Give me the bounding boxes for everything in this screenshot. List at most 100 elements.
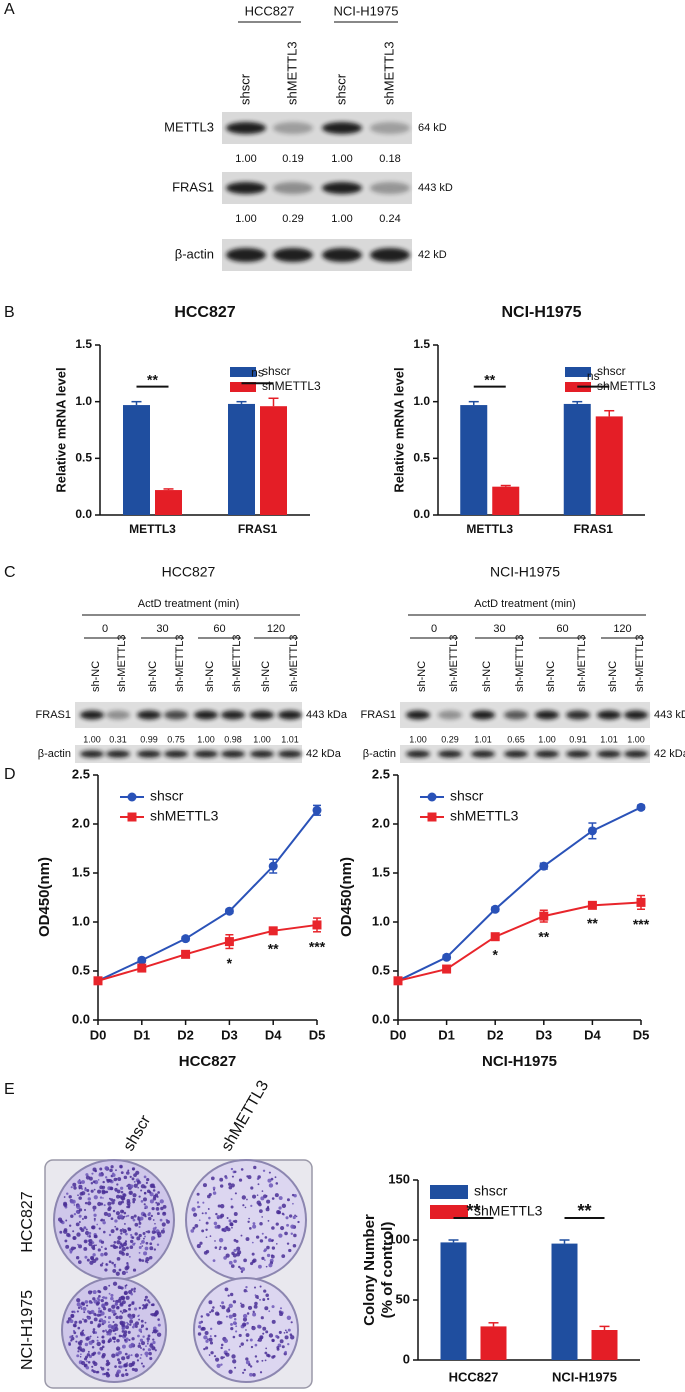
colony <box>194 1224 199 1228</box>
colony <box>95 1302 100 1306</box>
point <box>137 963 147 973</box>
quant-label: 0.19 <box>282 153 303 165</box>
timepoint-label: 0 <box>431 623 437 635</box>
colony <box>152 1227 156 1231</box>
point <box>587 900 597 910</box>
colony <box>214 1240 216 1242</box>
colony <box>240 1267 246 1272</box>
colony <box>93 1361 98 1367</box>
blot-title: NCI-H1975 <box>490 564 560 580</box>
colony <box>205 1228 208 1231</box>
colony <box>151 1207 155 1211</box>
significance-label: * <box>492 946 498 962</box>
colony <box>106 1333 109 1336</box>
colony <box>97 1248 101 1252</box>
colony <box>103 1230 106 1234</box>
colony <box>207 1208 210 1210</box>
colony <box>131 1236 135 1239</box>
colony <box>162 1205 167 1209</box>
colony <box>234 1192 237 1195</box>
protein-label: FRAS1 <box>361 709 396 721</box>
colony <box>226 1216 229 1219</box>
colony <box>82 1306 87 1311</box>
colony <box>292 1215 296 1220</box>
colony <box>152 1185 156 1189</box>
colony <box>230 1167 234 1171</box>
significance-label: ** <box>484 371 495 387</box>
colony <box>153 1194 157 1199</box>
colony <box>140 1347 142 1350</box>
timepoint-label: 120 <box>267 623 285 635</box>
colony <box>227 1294 230 1297</box>
colony <box>87 1193 90 1196</box>
colony <box>252 1312 257 1317</box>
colony <box>247 1175 252 1180</box>
band <box>438 750 462 758</box>
colony <box>166 1219 170 1224</box>
colony <box>110 1198 114 1202</box>
colony <box>146 1340 150 1343</box>
colony <box>119 1302 124 1306</box>
colony <box>108 1284 111 1287</box>
band <box>80 710 104 720</box>
colony <box>63 1202 68 1208</box>
colony <box>220 1343 224 1347</box>
colony <box>225 1315 229 1318</box>
colony <box>119 1365 123 1369</box>
colony <box>233 1259 237 1263</box>
colony <box>94 1234 98 1239</box>
colony <box>102 1306 107 1311</box>
colony <box>240 1168 244 1171</box>
colony <box>97 1189 102 1194</box>
colony <box>254 1301 258 1306</box>
colony <box>253 1286 257 1289</box>
lane-label: sh-NC <box>607 661 619 692</box>
colony <box>279 1339 284 1344</box>
colony <box>214 1311 220 1316</box>
colony <box>219 1246 222 1249</box>
y-axis-label: Relative mRNA level <box>391 367 406 492</box>
colony <box>101 1339 106 1344</box>
colony <box>76 1204 81 1210</box>
colony <box>295 1215 298 1218</box>
colony <box>121 1252 125 1256</box>
colony <box>218 1248 221 1251</box>
band <box>370 122 410 134</box>
colony <box>107 1213 111 1217</box>
treatment-label: ActD treatment (min) <box>474 598 575 610</box>
colony <box>191 1207 196 1212</box>
colony <box>114 1365 117 1368</box>
colony <box>103 1219 106 1222</box>
colony <box>108 1233 112 1237</box>
colony <box>131 1167 136 1171</box>
colony <box>264 1359 267 1362</box>
point <box>224 937 234 947</box>
colony <box>77 1326 81 1330</box>
colony <box>112 1336 117 1341</box>
legend-label: shMETTL3 <box>150 808 219 824</box>
colony <box>80 1353 82 1356</box>
colony <box>210 1351 214 1355</box>
colony <box>110 1244 113 1247</box>
colony <box>220 1213 225 1218</box>
colony <box>228 1314 233 1319</box>
colony <box>76 1298 81 1303</box>
colony <box>271 1197 275 1200</box>
x-tick-label: FRAS1 <box>574 522 614 536</box>
colony <box>133 1287 136 1290</box>
colony <box>104 1268 108 1272</box>
colony <box>267 1238 272 1243</box>
colony <box>138 1328 142 1332</box>
colony <box>232 1313 237 1318</box>
colony <box>252 1224 257 1229</box>
colony <box>125 1232 128 1236</box>
point <box>442 964 452 974</box>
colony <box>93 1351 97 1355</box>
legend-swatch <box>230 367 256 377</box>
colony <box>197 1325 202 1329</box>
significance-label: ** <box>466 1201 480 1221</box>
x-tick-label: D2 <box>177 1027 194 1042</box>
colony <box>247 1220 250 1223</box>
colony <box>98 1295 101 1298</box>
x-tick-label: HCC827 <box>449 1369 499 1384</box>
